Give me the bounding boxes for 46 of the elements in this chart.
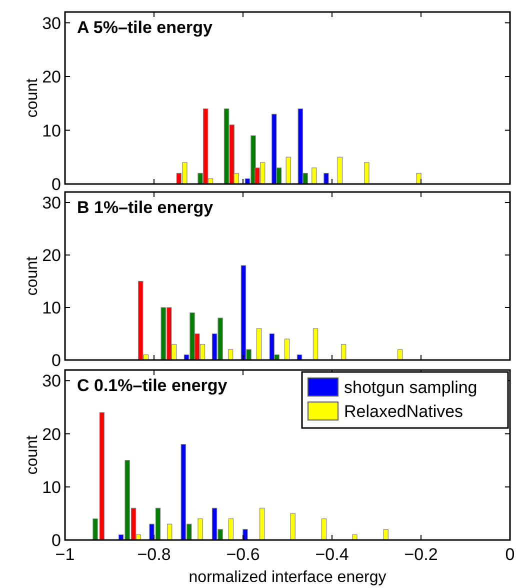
bar <box>242 529 248 540</box>
y-tick-label: 20 <box>42 68 61 86</box>
bar <box>321 518 327 540</box>
bar <box>340 344 346 360</box>
x-tick-label: −0.4 <box>315 545 349 564</box>
bar <box>416 172 422 184</box>
bar <box>337 156 343 184</box>
chart-title: A 5%–tile energy <box>77 18 213 37</box>
y-tick-label: 30 <box>42 372 61 391</box>
y-tick-label: 10 <box>42 478 61 497</box>
y-tick-label: 30 <box>42 194 61 212</box>
bar <box>228 518 234 540</box>
bar <box>260 508 265 540</box>
bar <box>284 338 290 360</box>
y-tick-label: 30 <box>42 14 61 33</box>
y-tick-label: 10 <box>42 298 61 318</box>
y-tick-label: 20 <box>42 246 61 265</box>
y-axis-title: count <box>24 256 41 296</box>
bar <box>286 156 291 184</box>
bar <box>312 168 317 184</box>
x-axis-title: normalized interface energy <box>188 569 386 586</box>
x-tick-label: −0.6 <box>226 545 260 564</box>
y-tick-label: 20 <box>42 424 61 444</box>
chart-title: C 0.1%–tile energy <box>77 376 228 395</box>
bar <box>228 349 234 360</box>
bar <box>198 518 203 540</box>
x-tick-label: −0.8 <box>137 545 171 564</box>
y-axis-title: count <box>24 434 41 475</box>
bar <box>383 529 388 540</box>
bar <box>324 172 329 184</box>
bar <box>166 524 172 540</box>
chart-title: B 1%–tile energy <box>77 198 214 217</box>
bar <box>256 328 262 360</box>
bar <box>312 328 318 360</box>
y-tick-label: 0 <box>52 351 61 370</box>
x-tick-label: 0 <box>505 545 515 564</box>
y-tick-label: 10 <box>42 121 61 140</box>
legend-label: RelaxedNatives <box>344 402 464 421</box>
bar <box>364 162 370 184</box>
bar <box>290 513 296 540</box>
x-tick-label: −0.2 <box>404 545 438 564</box>
legend-label: shotgun sampling <box>344 378 478 397</box>
y-axis-title: count <box>24 78 41 118</box>
y-tick-label: 0 <box>52 175 61 194</box>
bar <box>397 349 403 360</box>
bar <box>352 534 358 540</box>
